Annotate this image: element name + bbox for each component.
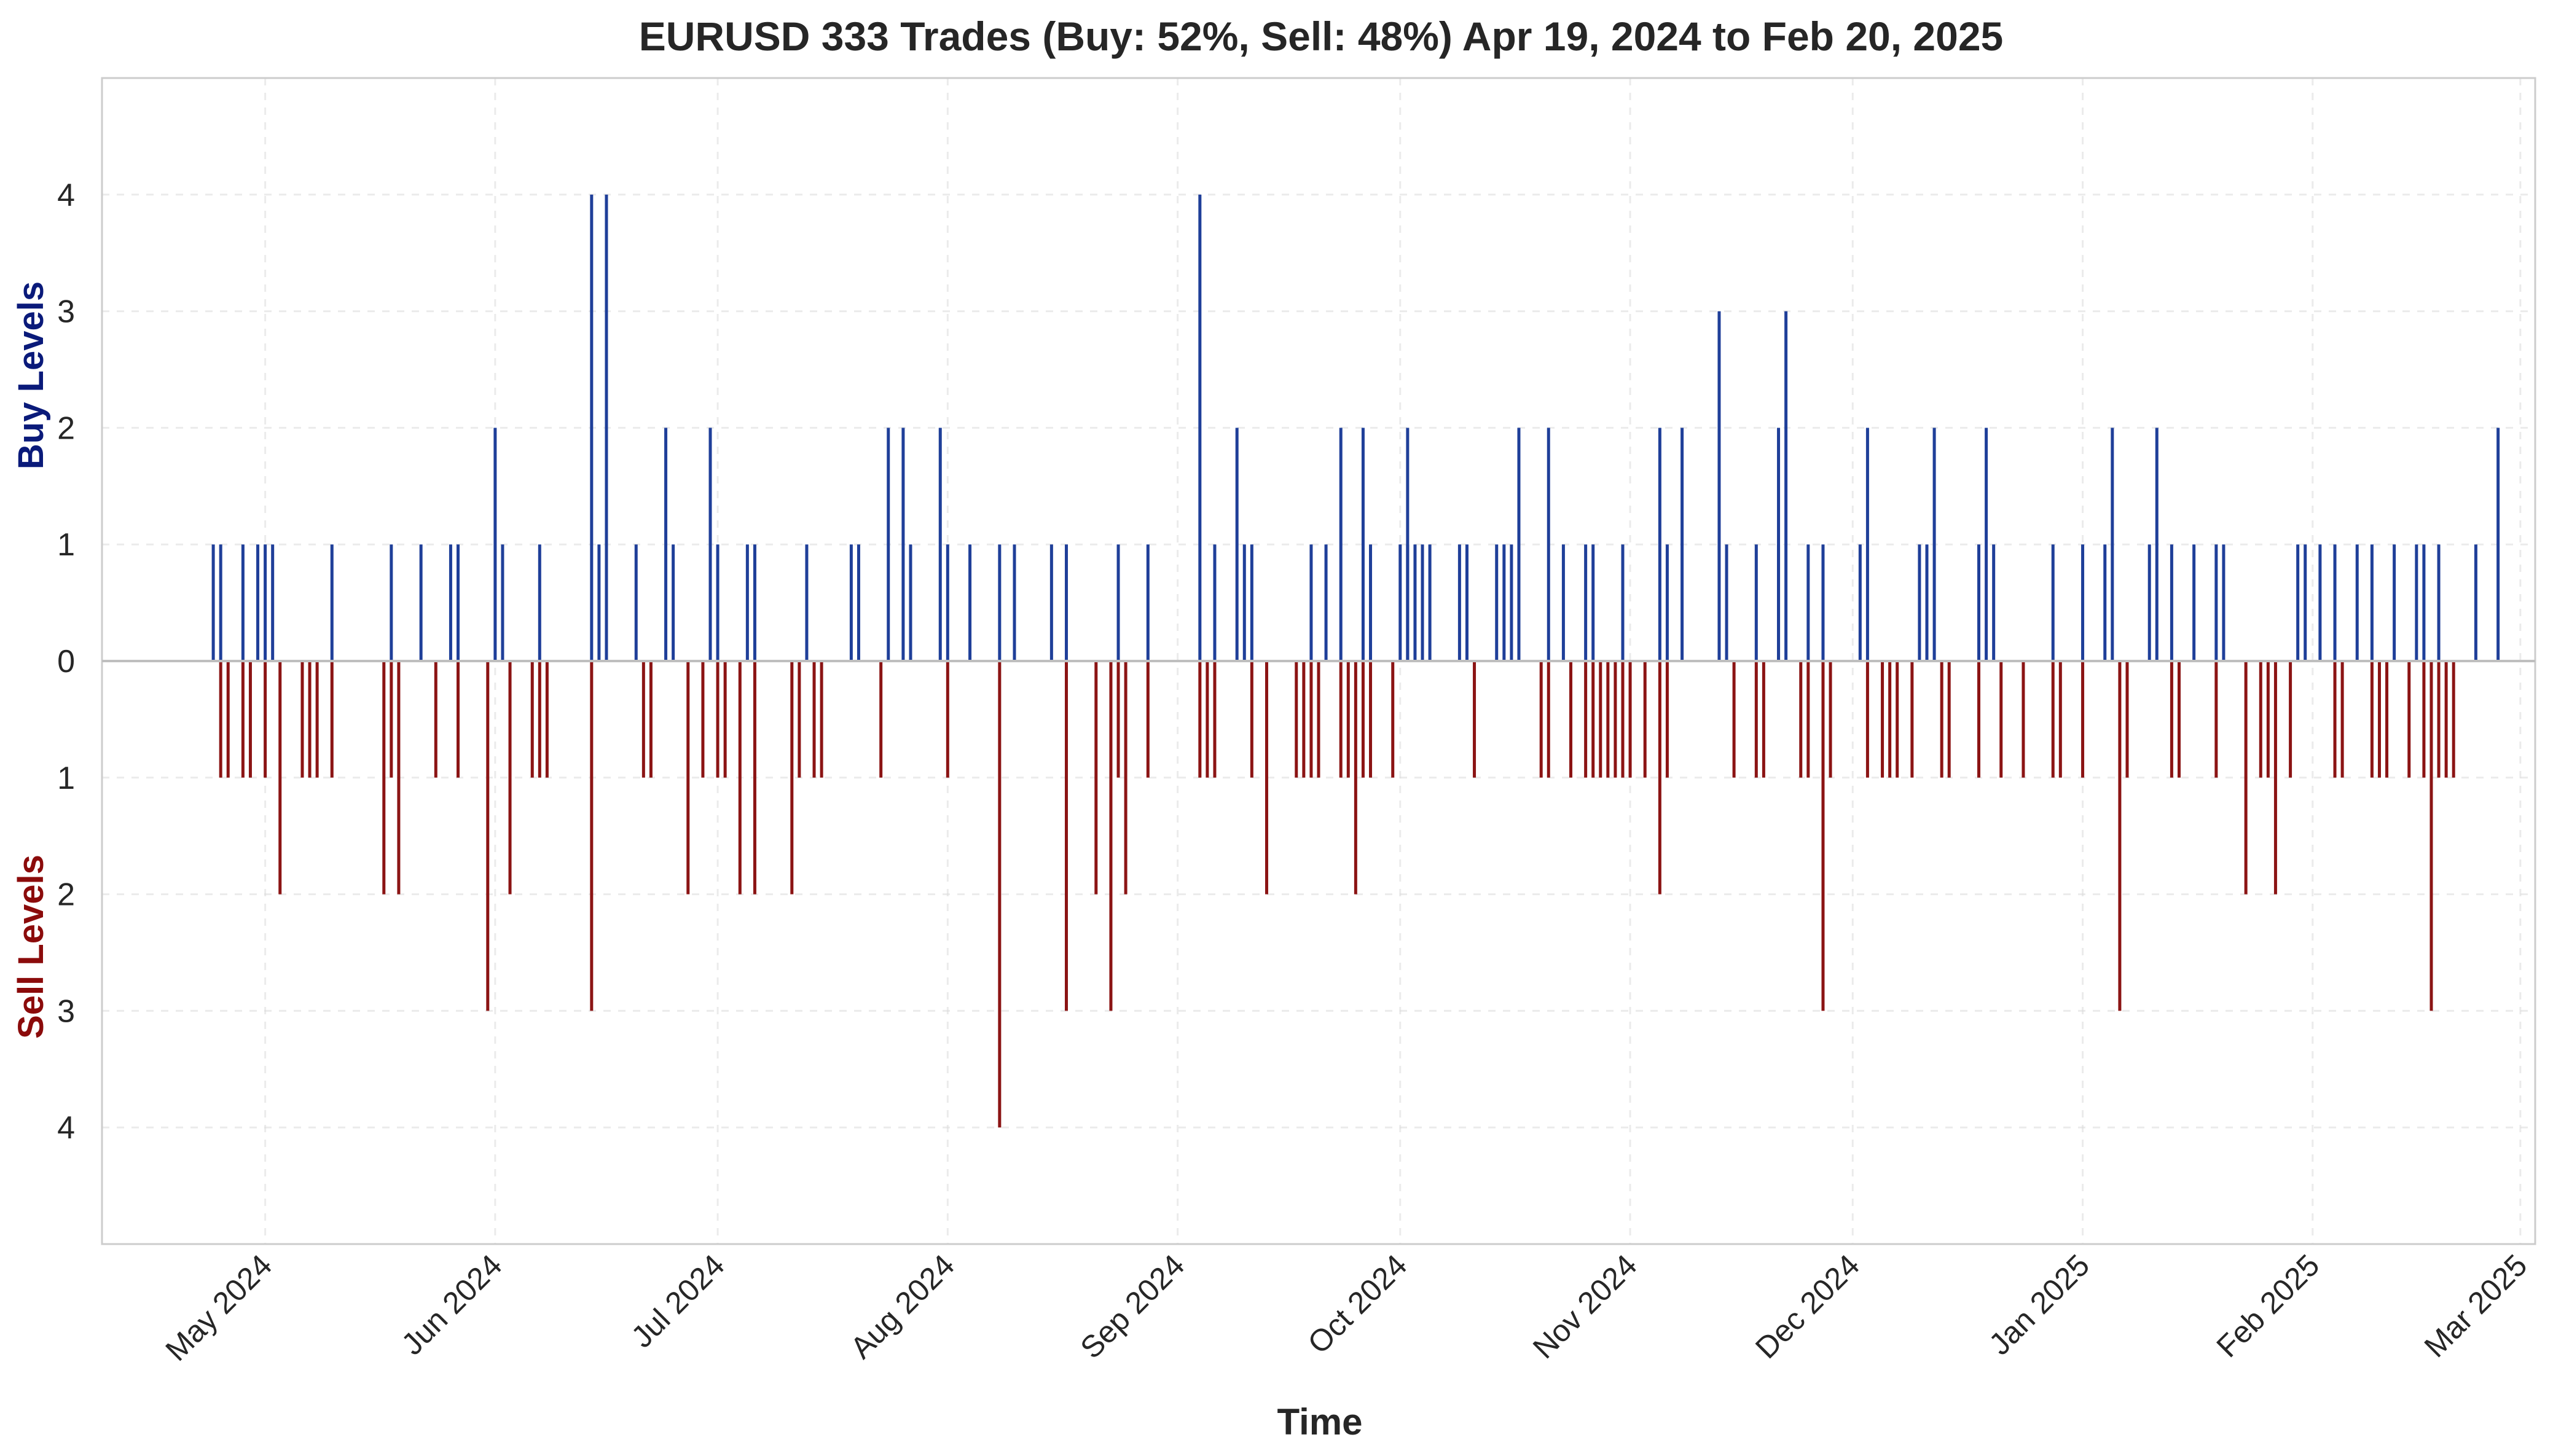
grid-layer: [102, 78, 2535, 1244]
y-tick-label: 1: [57, 761, 75, 796]
y-tick-label: 3: [57, 294, 75, 330]
x-axis-label: Time: [1277, 1401, 1363, 1442]
y-tick-label: 2: [57, 877, 75, 913]
y-tick-label: 3: [57, 993, 75, 1029]
y-tick-label: 4: [57, 1110, 75, 1146]
y-tick-label: 1: [57, 527, 75, 563]
y-tick-label: 4: [57, 178, 75, 213]
y-tick-label: 2: [57, 410, 75, 446]
y-tick-label: 0: [57, 644, 75, 679]
sell-bars: [219, 661, 2455, 1128]
y-axis-label-sell: Sell Levels: [11, 855, 51, 1039]
y-tick-labels: 4 3 2 1 0 1 2 3 4: [57, 178, 75, 1146]
chart-title: EURUSD 333 Trades (Buy: 52%, Sell: 48%) …: [639, 14, 2004, 59]
y-axis-label-buy: Buy Levels: [11, 281, 51, 469]
buy-bars: [211, 194, 2500, 661]
